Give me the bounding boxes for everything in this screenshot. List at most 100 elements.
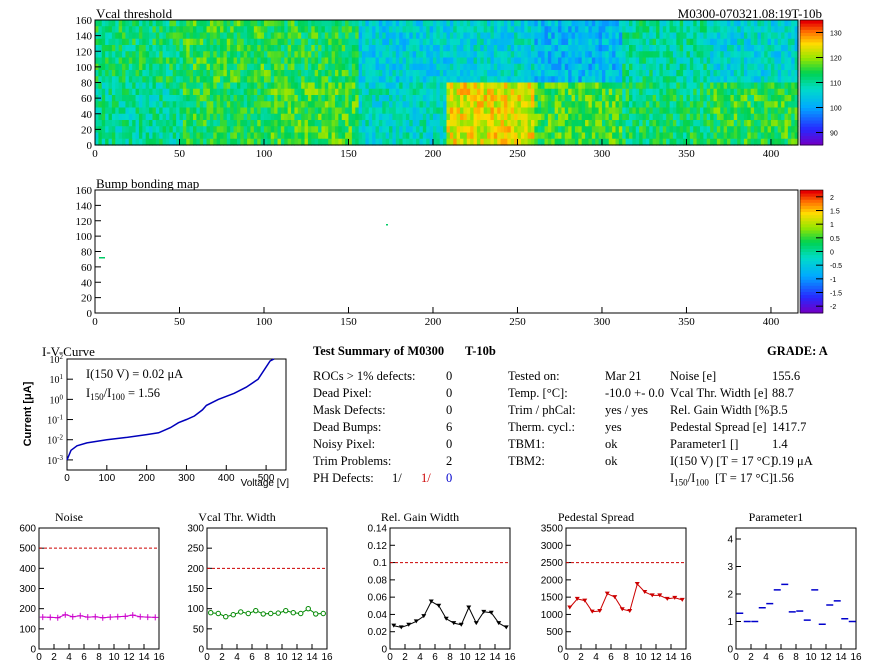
- vcal-cell: [165, 70, 170, 77]
- vcal-cell: [608, 32, 613, 40]
- vcal-x-tick-label: 300: [594, 148, 611, 160]
- vcal-cell: [544, 63, 549, 71]
- vcal-cell: [578, 63, 583, 71]
- vcal-cell: [263, 132, 268, 140]
- vcal-cell: [182, 138, 187, 146]
- vcal-cell: [443, 45, 448, 52]
- vcal-cell: [679, 57, 684, 65]
- vcal-cell: [108, 38, 113, 46]
- vcal-cell: [514, 76, 519, 84]
- vcal-cell: [297, 126, 302, 134]
- bump-x-tick-label: 250: [509, 316, 526, 328]
- vcal-cell: [176, 120, 181, 127]
- vcal-cell: [172, 63, 177, 71]
- vcal-cell: [405, 76, 410, 84]
- vcal-cell: [605, 88, 610, 96]
- vcal-cell: [287, 138, 292, 146]
- vcal-cell: [362, 113, 366, 121]
- vcal-cell: [710, 126, 715, 134]
- vcal-cell: [95, 82, 99, 90]
- vcal-cell: [412, 38, 417, 46]
- vcal-cell: [686, 76, 691, 84]
- vcal-cell: [791, 63, 796, 71]
- vcal-cell: [781, 51, 786, 59]
- vcal-cell: [419, 38, 424, 46]
- vcal-cell: [757, 95, 762, 102]
- vcal-cell: [716, 38, 721, 46]
- vcal-cell: [490, 38, 495, 46]
- vcal-cell: [760, 20, 765, 27]
- vcal-cell: [301, 95, 306, 102]
- vcal-cell: [585, 26, 590, 34]
- vcal-cell: [781, 38, 786, 46]
- vcal-cell: [95, 51, 99, 59]
- vcal-cell: [142, 70, 147, 77]
- vcal-cell: [784, 88, 789, 96]
- vcal-cell: [162, 70, 167, 77]
- vcal-cell: [250, 26, 255, 34]
- chart-point: [77, 612, 84, 619]
- vcal-cell: [456, 70, 461, 77]
- vcal-cell: [365, 70, 370, 77]
- vcal-cell: [416, 45, 421, 52]
- vcal-cell: [517, 20, 522, 27]
- vcal-cell: [193, 45, 197, 52]
- vcal-cell: [274, 120, 279, 127]
- vcal-cell: [547, 70, 552, 77]
- vcal-cell: [267, 82, 272, 90]
- vcal-cell: [605, 95, 610, 102]
- vcal-cell: [304, 138, 309, 146]
- vcal-cell: [179, 32, 184, 40]
- vcal-cell: [622, 132, 627, 140]
- vcal-cell: [672, 20, 677, 27]
- vcal-cell: [568, 45, 573, 52]
- vcal-cell: [591, 38, 596, 46]
- vcal-cell: [466, 57, 471, 65]
- vcal-cell: [334, 45, 339, 52]
- vcal-cell: [656, 88, 661, 96]
- vcal-cell: [713, 138, 718, 146]
- vcal-cell: [152, 70, 157, 77]
- vcal-cell: [794, 38, 799, 46]
- vcal-cell: [311, 76, 316, 84]
- vcal-cell: [115, 32, 120, 40]
- vcal-cell: [446, 107, 451, 115]
- vcal-cell: [699, 88, 704, 96]
- bump-y-tick-label: 160: [76, 185, 93, 197]
- vcal-cell: [446, 45, 451, 52]
- vcal-cell: [537, 20, 542, 27]
- vcal-cell: [652, 32, 657, 40]
- vcal-cell: [571, 32, 576, 40]
- vcal-cell: [267, 70, 272, 77]
- vcal-cell: [794, 120, 799, 127]
- chart-point: [597, 608, 603, 613]
- vcal-cell: [392, 51, 397, 59]
- vcal-cell: [649, 26, 654, 34]
- vcal-cell: [510, 126, 515, 134]
- vcal-cell: [274, 113, 279, 121]
- dead-bump-marker: [99, 257, 105, 259]
- vcal-cell: [710, 138, 715, 146]
- vcal-cell: [659, 107, 664, 115]
- chart-point: [268, 610, 274, 617]
- vcal-cell: [743, 70, 748, 77]
- vcal-cell: [507, 70, 512, 77]
- vcal-cell: [635, 95, 640, 102]
- vcal-cell: [608, 126, 613, 134]
- vcal-cell: [669, 45, 674, 52]
- vcal-cell: [470, 38, 475, 46]
- vcal-cell: [318, 132, 323, 140]
- vcal-cell: [101, 126, 106, 134]
- vcal-cell: [304, 20, 309, 27]
- vcal-cell: [764, 107, 769, 115]
- vcal-cell: [581, 51, 586, 59]
- chart-x-tick-label: 14: [306, 652, 318, 663]
- vcal-cell: [676, 113, 681, 121]
- bump-scale-band: [800, 263, 823, 268]
- vcal-cell: [402, 63, 407, 71]
- vcal-cell: [612, 51, 617, 59]
- vcal-cell: [253, 45, 258, 52]
- vcal-cell: [537, 51, 542, 59]
- vcal-cell: [503, 95, 508, 102]
- vcal-cell: [189, 113, 194, 121]
